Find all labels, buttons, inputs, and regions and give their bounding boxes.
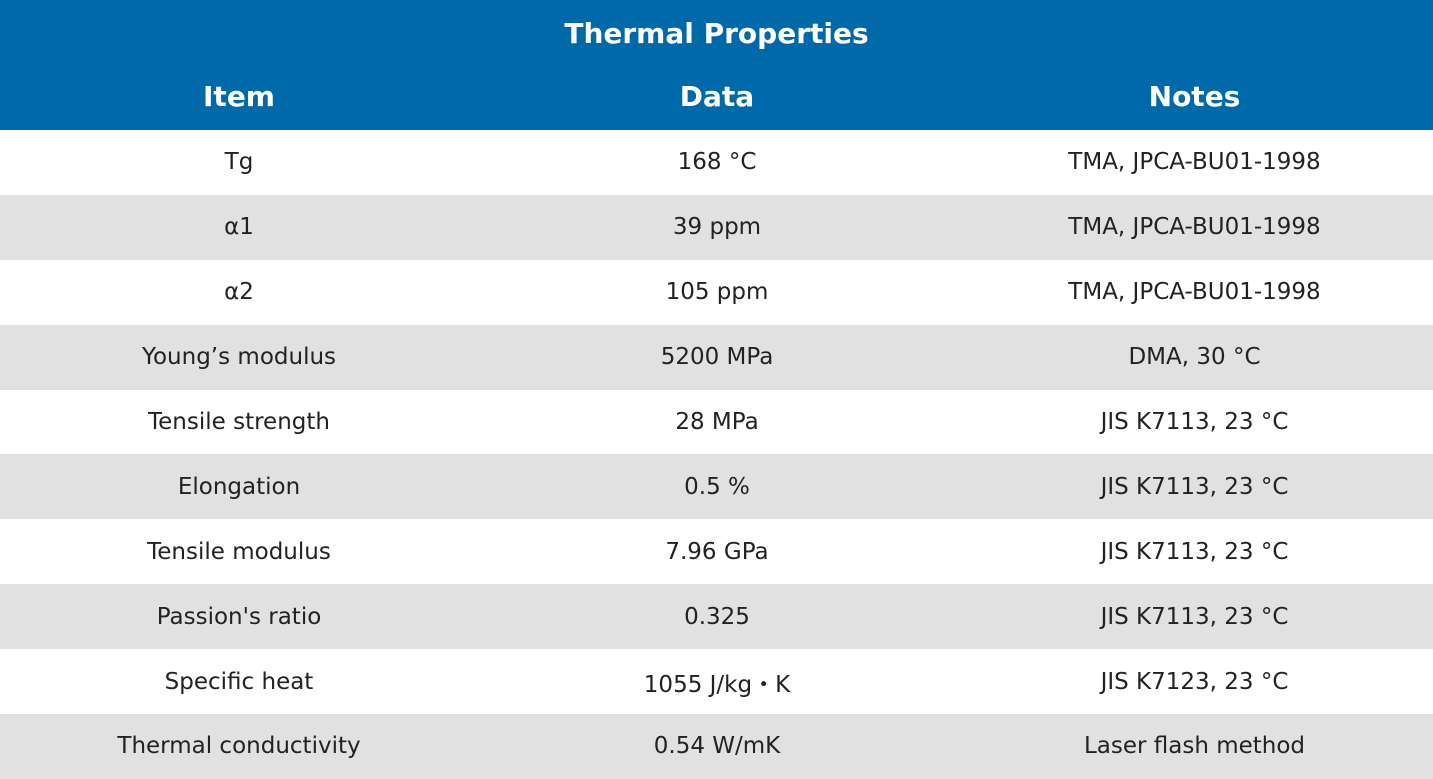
table-row: Elongation 0.5 % JIS K7113, 23 °C xyxy=(0,454,1433,520)
table-row: Passion's ratio 0.325 JIS K7113, 23 °C xyxy=(0,584,1433,650)
cell-data: 1055 J/kg・K xyxy=(643,671,791,698)
cell-notes: JIS K7113, 23 °C xyxy=(1100,473,1289,500)
cell-notes: TMA, JPCA-BU01-1998 xyxy=(1068,279,1321,306)
cell-data: 168 °C xyxy=(677,149,757,176)
cell-notes: JIS K7123, 23 °C xyxy=(1100,668,1289,695)
table-row: Tg 168 °C TMA, JPCA-BU01-1998 xyxy=(0,130,1433,195)
column-header-row: Item Data Notes xyxy=(0,66,1433,130)
column-header-notes: Notes xyxy=(1148,79,1241,113)
table-row: Thermal conductivity 0.54 W/mK Laser fla… xyxy=(0,714,1433,779)
cell-notes: JIS K7113, 23 °C xyxy=(1100,603,1289,630)
cell-notes: JIS K7113, 23 °C xyxy=(1100,538,1289,565)
table-body: Tg 168 °C TMA, JPCA-BU01-1998 α1 39 ppm … xyxy=(0,130,1433,779)
cell-notes: Laser flash method xyxy=(1083,733,1306,760)
cell-data: 105 ppm xyxy=(665,279,769,306)
table-title: Thermal Properties xyxy=(564,16,869,50)
cell-item: Tensile strength xyxy=(148,409,330,435)
table-header: Thermal Properties Item Data Notes xyxy=(0,0,1433,130)
cell-notes: DMA, 30 °C xyxy=(1128,344,1261,371)
cell-item: Passion's ratio xyxy=(156,603,322,630)
cell-notes: TMA, JPCA-BU01-1998 xyxy=(1068,149,1321,176)
cell-item: Tensile modulus xyxy=(147,538,331,565)
cell-notes: TMA, JPCA-BU01-1998 xyxy=(1068,214,1321,241)
cell-data: 0.54 W/mK xyxy=(653,733,781,760)
cell-item: Elongation xyxy=(177,473,301,500)
column-header-data: Data xyxy=(679,79,755,113)
cell-data: 0.325 xyxy=(684,603,750,630)
column-header-item: Item xyxy=(203,79,275,113)
cell-item: Young’s modulus xyxy=(141,344,337,371)
cell-item: α2 xyxy=(224,279,254,306)
cell-data: 7.96 GPa xyxy=(665,538,769,565)
table-row: Specific heat 1055 J/kg・K JIS K7123, 23 … xyxy=(0,649,1433,715)
table-row: α1 39 ppm TMA, JPCA-BU01-1998 xyxy=(0,194,1433,260)
cell-item: Tg xyxy=(224,149,254,176)
cell-data: 0.5 % xyxy=(684,473,750,500)
cell-data: 39 ppm xyxy=(672,214,762,241)
table-row: Tensile modulus 7.96 GPa JIS K7113, 23 °… xyxy=(0,519,1433,585)
cell-item: Thermal conductivity xyxy=(117,733,361,760)
table-row: Tensile strength 28 MPa JIS K7113, 23 °C xyxy=(0,389,1433,455)
table-row: α2 105 ppm TMA, JPCA-BU01-1998 xyxy=(0,259,1433,325)
cell-data: 5200 MPa xyxy=(660,344,774,371)
cell-notes: JIS K7113, 23 °C xyxy=(1100,409,1289,435)
table-row: Young’s modulus 5200 MPa DMA, 30 °C xyxy=(0,324,1433,390)
cell-item: Specific heat xyxy=(164,668,314,695)
cell-data: 28 MPa xyxy=(675,409,759,435)
cell-item: α1 xyxy=(224,214,254,241)
